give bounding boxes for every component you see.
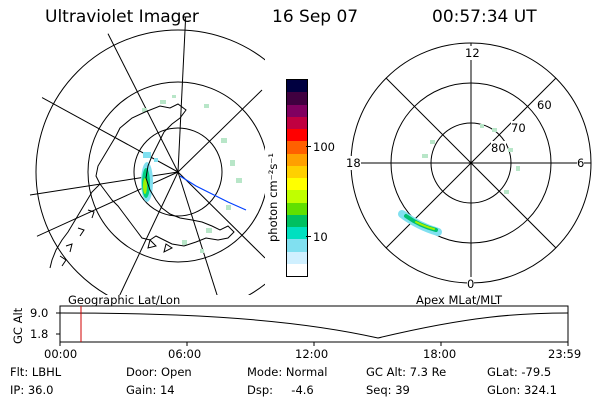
info-filter: Flt: LBHL: [10, 365, 62, 379]
colorbar-segment: [287, 153, 307, 166]
colorbar-segment: [287, 104, 307, 117]
info-dsp: Dsp: -4.6: [247, 383, 314, 397]
x-tick-label: 12:00: [295, 347, 329, 361]
date-label: 16 Sep 07: [272, 7, 359, 27]
mlat-label-80: 80: [491, 141, 506, 155]
aurora-emission-patch: [141, 152, 158, 202]
mlat-label-60: 60: [537, 98, 552, 112]
colorbar-segment: [287, 141, 307, 154]
y-tick-label: 9.0: [30, 306, 49, 320]
colorbar-segment: [287, 251, 307, 264]
magnetic-coordinate-panel: [350, 42, 592, 284]
info-mode: Mode: Normal: [247, 365, 328, 379]
y-tick-label: 1.8: [30, 327, 49, 341]
mlt-label-bottom: 0: [467, 277, 475, 291]
mlt-label-left: 18: [346, 156, 361, 170]
colorbar-unit-label: photon cm⁻²s⁻¹: [266, 153, 280, 242]
colorbar-segment: [287, 202, 307, 215]
x-tick-label: 18:00: [423, 347, 457, 361]
longitude-line: [107, 171, 179, 295]
info-glat: GLat: -79.5: [487, 365, 552, 379]
info-gc-alt: GC Alt: 7.3 Re: [366, 365, 447, 379]
colorbar-tick-label: 10: [313, 230, 328, 244]
background-emission: [142, 95, 242, 253]
coastline-antarctica: [95, 103, 235, 247]
colorbar-segment: [287, 263, 307, 276]
background-emission: [422, 124, 520, 194]
info-door: Door: Open: [126, 365, 192, 379]
altitude-ylabel: GC Alt: [11, 307, 25, 344]
colorbar-unit-text: photon cm⁻²s⁻¹: [266, 153, 280, 242]
aurora-arc: [398, 210, 442, 236]
mlat-label-70: 70: [511, 121, 526, 135]
x-tick-label: 06:00: [168, 347, 202, 361]
colorbar-segment: [287, 116, 307, 129]
geographic-map-panel: [23, 17, 265, 295]
x-tick-label: 23:59: [548, 347, 582, 361]
latitude-circle: [87, 81, 265, 263]
colorbar-segment: [287, 190, 307, 203]
colorbar-tick: [306, 146, 311, 147]
colorbar-segment: [287, 178, 307, 191]
info-glon: GLon: 324.1: [487, 383, 557, 397]
left-panel-caption: Geographic Lat/Lon: [68, 293, 181, 307]
longitude-line: [23, 79, 179, 173]
coastline-islands: [59, 209, 95, 267]
longitude-line: [177, 171, 265, 259]
colorbar-tick: [306, 236, 311, 237]
altitude-timeline-plot: GC Alt: [11, 305, 569, 346]
colorbar-segment: [287, 129, 307, 142]
coastline-islands: [147, 239, 173, 253]
longitude-line: [29, 171, 179, 196]
colorbar-segment: [287, 165, 307, 178]
altitude-curve: [59, 312, 569, 339]
latitude-circle: [35, 29, 265, 295]
coastline-peninsula: [49, 183, 101, 269]
colorbar-segment: [287, 214, 307, 227]
longitude-line: [95, 17, 179, 173]
longitude-line: [177, 89, 263, 173]
altitude-plot-frame: [59, 305, 569, 343]
longitude-line: [177, 17, 187, 173]
right-panel-caption: Apex MLat/MLT: [416, 293, 503, 307]
time-label: 00:57:34 UT: [432, 7, 537, 27]
colorbar-tick-label: 100: [313, 140, 335, 154]
satellite-track-line: [179, 175, 247, 211]
info-gain: Gain: 14: [126, 383, 175, 397]
info-seq: Seq: 39: [366, 383, 410, 397]
colorbar-segment: [287, 227, 307, 240]
x-tick-label: 00:00: [44, 347, 78, 361]
info-ip: IP: 36.0: [10, 383, 54, 397]
app-title: Ultraviolet Imager: [45, 7, 199, 27]
colorbar-segment: [287, 239, 307, 252]
colorbar-segment: [287, 92, 307, 105]
latitude-circle: [133, 127, 223, 217]
longitude-line: [177, 171, 226, 295]
mlt-label-top: 12: [465, 46, 480, 60]
colorbar-segment: [287, 80, 307, 93]
mlt-label-right: 6: [577, 156, 585, 170]
intensity-colorbar: [286, 79, 308, 277]
